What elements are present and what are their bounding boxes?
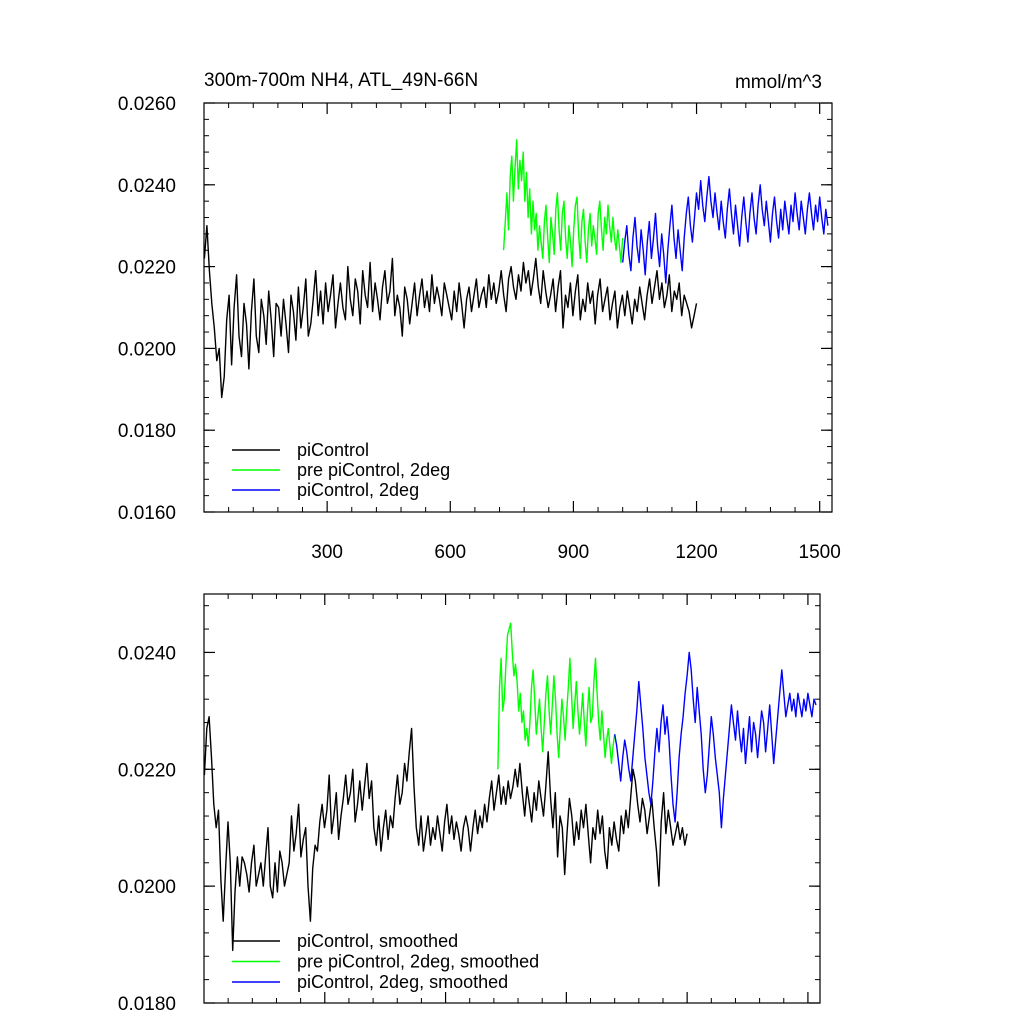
top-plot-frame	[203, 102, 833, 513]
top-y-tick-label: 0.0160	[118, 503, 176, 524]
top-legend-label-0: piControl	[297, 440, 369, 460]
bottom-series-line-0	[203, 716, 688, 952]
top-axes: 0.0160 0.0180 0.0200 0.0220 0.0240 0.0260 300 6…	[118, 94, 841, 563]
top-y-tick-label: 0.0200	[118, 339, 176, 360]
bottom-y-tick-label: 0.0200	[118, 877, 176, 898]
top-y-tick-label: 0.0260	[118, 94, 176, 115]
bottom-y-tick-label: 0.0220	[118, 760, 176, 781]
units-label: mmol/m^3	[735, 72, 822, 93]
top-series-line-2	[622, 175, 829, 284]
bottom-y-tick-label: 0.0180	[118, 994, 176, 1015]
bottom-series-line-1	[497, 622, 616, 770]
bottom-plot-frame	[203, 593, 821, 1004]
bottom-legend-label-2: piControl, 2deg, smoothed	[297, 972, 508, 992]
top-plot-area	[203, 139, 829, 399]
top-y-tick-label: 0.0180	[118, 421, 176, 442]
top-series-line-1	[502, 139, 624, 268]
top-legend-label-2: piControl, 2deg	[297, 480, 419, 500]
top-x-tick-label: 1200	[675, 542, 717, 563]
bottom-legend-label-0: piControl, smoothed	[297, 931, 458, 951]
top-y-tick-label: 0.0220	[118, 258, 176, 279]
top-x-tick-label: 600	[434, 542, 466, 563]
top-x-tick-label: 1500	[799, 542, 841, 563]
top-x-tick-label: 300	[311, 542, 343, 563]
bottom-plot-area	[203, 622, 817, 952]
top-panel: 300m-700m NH4, ATL_49N-66N mmol/m^3 0.01…	[118, 70, 841, 563]
bottom-series-line-2	[614, 651, 817, 829]
top-x-tick-label: 900	[558, 542, 590, 563]
top-y-tick-label: 0.0240	[118, 176, 176, 197]
bottom-panel: 0.0180 0.0200 0.0220 0.0240 piControl, smoo…	[118, 593, 821, 1015]
bottom-legend-label-1: pre piControl, 2deg, smoothed	[297, 952, 539, 972]
top-series-line-0	[203, 225, 698, 399]
top-legend-label-1: pre piControl, 2deg	[297, 460, 450, 480]
bottom-y-tick-label: 0.0240	[118, 643, 176, 664]
chart-title: 300m-700m NH4, ATL_49N-66N	[204, 70, 478, 91]
